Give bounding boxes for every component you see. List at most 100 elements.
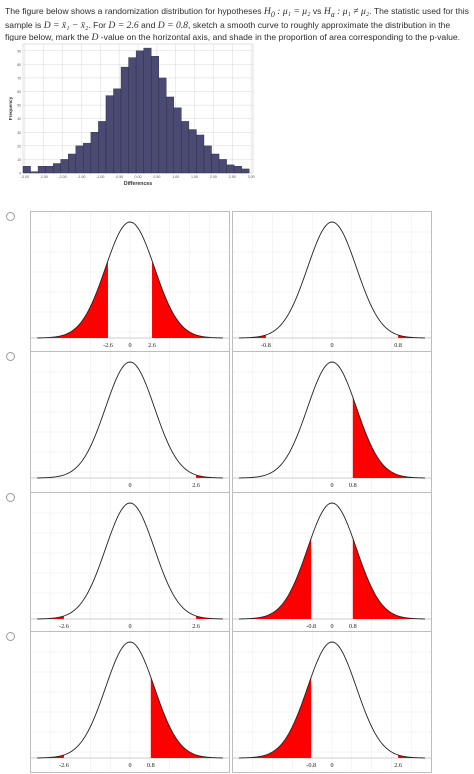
axis-value-label: 2.6 (192, 482, 200, 489)
axis-value-label: 0 (128, 342, 131, 349)
normal-curve (36, 641, 224, 759)
histogram-bar (196, 134, 205, 174)
histogram-xtick: 1.50 (191, 175, 198, 179)
normal-curve (238, 361, 426, 479)
shaded-pvalue-area (41, 615, 64, 619)
option-3-left-plot: -2.6 0 2.6 (30, 492, 230, 634)
question-text: The figure below shows a randomization d… (5, 6, 469, 43)
option-3-right-plot: -0.8 0 0.8 (232, 492, 432, 634)
histogram-ytick: 40 (17, 117, 21, 121)
histogram-xtick: 0.00 (135, 175, 142, 179)
histogram-bar (203, 145, 212, 174)
histogram-bar (173, 107, 182, 174)
axis-value-label: 0 (128, 762, 131, 769)
shaded-pvalue-area (352, 397, 421, 478)
axis-value-label: -0.8 (261, 342, 271, 349)
shaded-pvalue-area (243, 677, 312, 758)
option-2-left-plot: 0 2.6 (30, 351, 230, 493)
axis-value-label: 2.6 (148, 342, 156, 349)
shaded-pvalue-area (398, 334, 421, 338)
axis-value-label: -0.8 (306, 762, 316, 769)
histogram-svg: 0 10 20 30 40 50 60 70 80 90 -3.00 -2.50 -2.00 -1.50 -… (8, 43, 255, 187)
shaded-pvalue-area (51, 260, 108, 338)
shaded-pvalue-area (243, 538, 312, 619)
histogram-bar (75, 145, 84, 174)
normal-curve (238, 221, 426, 339)
axis-value-label: 0.8 (349, 482, 357, 489)
histogram-ytick: 10 (17, 158, 21, 162)
histogram-xtick: -1.50 (77, 175, 85, 179)
histogram-bar (241, 168, 250, 174)
axis-value-label: 0.8 (394, 342, 402, 349)
axis-value-label: 2.6 (192, 623, 200, 630)
histogram-bar (135, 50, 144, 174)
option-4-radio[interactable] (6, 632, 15, 641)
histogram-xtick: 0.50 (153, 175, 160, 179)
histogram-bar (113, 88, 122, 174)
histogram-bar (68, 153, 76, 174)
shaded-pvalue-area (196, 615, 219, 619)
axis-value-label: 0.8 (147, 762, 155, 769)
histogram-ytick: 0 (19, 172, 21, 176)
histogram-bar (158, 77, 167, 174)
histogram-xtick: 1.00 (172, 175, 179, 179)
histogram-bar (83, 142, 92, 174)
histogram-xlabel: Differences (124, 181, 152, 187)
axis-value-label: 2.6 (394, 762, 402, 769)
normal-curve (36, 221, 224, 339)
histogram-bar (22, 166, 31, 174)
histogram-ytick: 30 (17, 131, 21, 135)
histogram-xtick: 3.00 (248, 175, 255, 179)
option-4-left-plot: -2.6 0 0.8 (30, 631, 230, 773)
histogram-ytick: 60 (17, 90, 21, 94)
histogram-ytick: 90 (17, 49, 21, 53)
axis-value-label: -2.6 (103, 342, 113, 349)
histogram-bar (128, 57, 137, 174)
histogram-ylabel: Frequency (8, 96, 13, 120)
normal-curve (36, 502, 224, 620)
normal-curve (36, 361, 224, 479)
histogram-bar (52, 163, 61, 174)
histogram-xtick: 2.00 (210, 175, 217, 179)
histogram-bar (218, 159, 227, 174)
axis-value-label: -2.6 (59, 762, 69, 769)
shaded-pvalue-area (150, 677, 219, 758)
histogram-ytick: 50 (17, 104, 21, 108)
histogram-bar (90, 132, 99, 174)
axis-value-label: 0 (330, 623, 333, 630)
shaded-pvalue-area (152, 260, 209, 338)
shaded-pvalue-area (352, 538, 421, 619)
shaded-pvalue-area (398, 754, 421, 758)
histogram-bar (181, 121, 190, 174)
normal-curve (238, 641, 426, 759)
option-1-radio[interactable] (6, 212, 15, 221)
histogram-bar (233, 166, 242, 174)
normal-curve (238, 502, 426, 620)
axis-value-label: 0 (128, 482, 131, 489)
axis-value-label: 0 (330, 482, 333, 489)
histogram-xtick: -2.00 (58, 175, 66, 179)
shaded-pvalue-area (41, 754, 64, 758)
histogram-ytick: 20 (17, 144, 21, 148)
histogram-bar (166, 96, 175, 174)
option-2-radio[interactable] (6, 352, 15, 361)
axis-value-label: -2.6 (59, 623, 69, 630)
histogram-bar (105, 95, 114, 174)
shaded-pvalue-area (243, 334, 266, 338)
histogram-bar (143, 47, 152, 174)
axis-value-label: 0 (128, 623, 131, 630)
histogram-bar (37, 166, 46, 174)
histogram-xtick: -1.00 (96, 175, 104, 179)
axis-value-label: 0 (330, 762, 333, 769)
option-3-radio[interactable] (6, 493, 15, 502)
histogram-bar (211, 153, 220, 174)
shaded-pvalue-area (196, 474, 219, 478)
option-4-right-plot: -0.8 0 2.6 (232, 631, 432, 773)
histogram-ytick: 70 (17, 76, 21, 80)
histogram-bar (150, 56, 159, 174)
option-1-right-plot: -0.8 0 0.8 (232, 211, 432, 353)
axis-value-label: 0 (330, 342, 333, 349)
histogram-xtick: 2.50 (229, 175, 236, 179)
axis-value-label: -0.8 (306, 623, 316, 630)
histogram-bar (226, 164, 235, 174)
